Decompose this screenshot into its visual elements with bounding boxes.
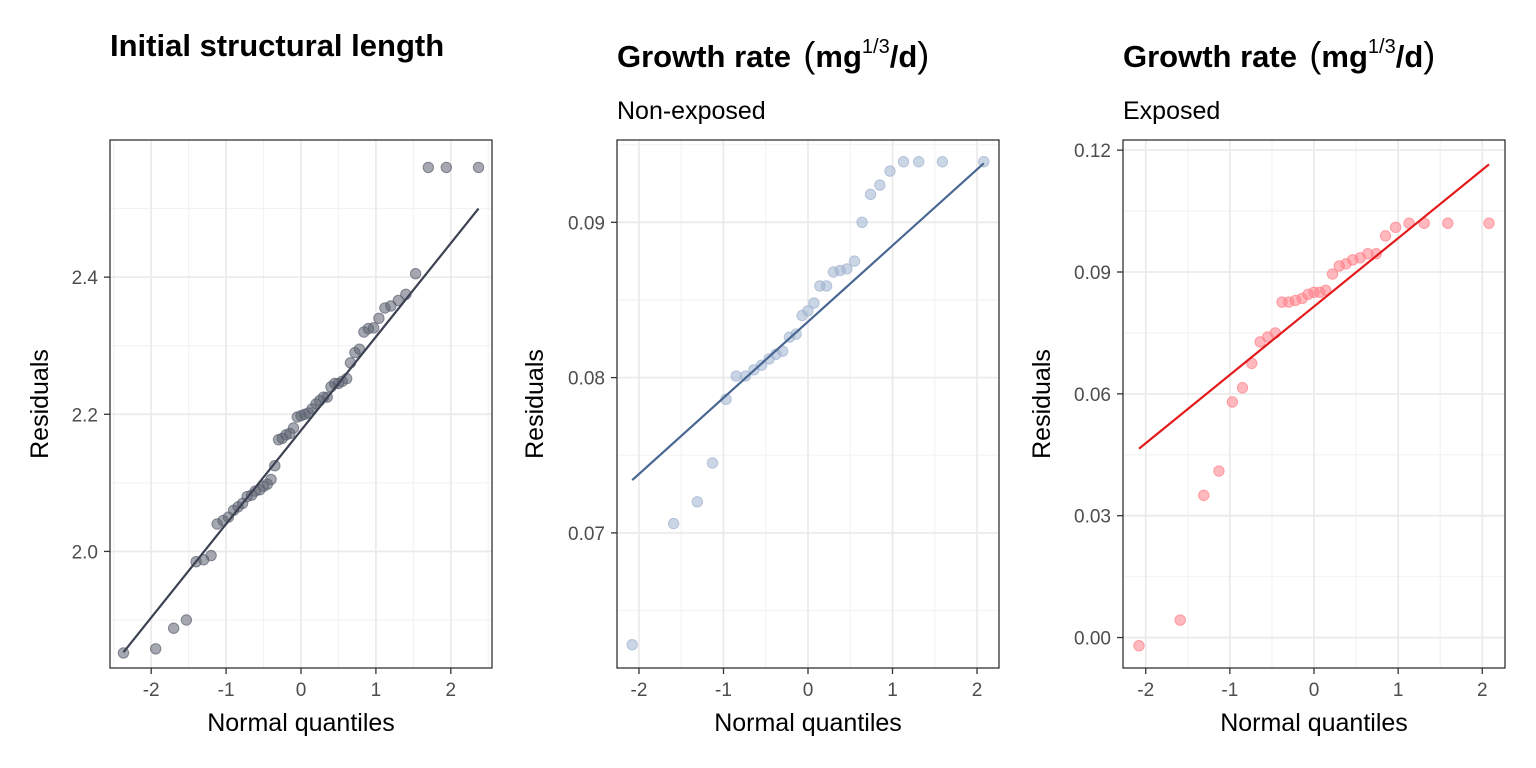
data-point [790,328,802,340]
panel-border [616,139,1000,669]
panel-initial-structural-length: -2 -1 0 1 2 2.0 2.2 2.4 Normal quantiles Residual… [26,139,493,737]
y-tick-label: 2.0 [72,542,98,563]
y-tick-label: 0.09 [568,213,605,234]
data-point [874,179,886,191]
y-axis-label: Residuals [26,349,54,459]
data-point [913,156,925,168]
x-tick-label: -1 [715,680,732,701]
data-point [1198,489,1210,502]
data-point [848,255,861,267]
qq-reference-line [1138,163,1490,450]
x-tick-label: 1 [1393,680,1404,701]
data-point [802,305,814,317]
x-axis-label: Normal quantiles [1220,709,1408,737]
data-point [626,639,638,651]
data-point [1442,217,1454,229]
data-point [287,422,300,434]
data-point [1133,639,1145,652]
data-point [1379,230,1392,242]
data-point [392,294,405,307]
data-point [808,297,820,309]
data-point [1389,221,1402,234]
data-point [149,643,162,655]
data-point [667,517,680,530]
x-tick-label: 2 [1477,680,1488,701]
x-axis-label: Normal quantiles [714,709,902,737]
data-point [409,268,422,280]
data-point [1236,382,1249,394]
data-point [856,216,868,229]
panel-3-subtitle: Exposed [1123,97,1220,125]
y-axis-label: Residuals [1028,349,1056,459]
y-tick-label: 0.08 [568,369,605,390]
y-tick-label: 0.07 [568,524,605,545]
data-point [691,496,703,508]
x-tick-label: -2 [1137,680,1154,701]
data-point [820,280,833,292]
panel-border [1122,139,1506,669]
data-point [1174,614,1186,626]
panel-growth-rate-non-exposed: -2 -1 0 1 2 0.07 0.08 0.09 Normal quantiles Resid… [521,139,1000,737]
data-point [841,263,853,275]
data-point [1213,465,1225,477]
panel-2-subtitle: Non-exposed [617,97,766,125]
data-point [422,161,435,174]
panel-growth-rate-exposed: -2 -1 0 1 2 0.00 0.03 0.06 0.09 0.12 Normal quanti… [1028,139,1506,737]
x-tick-label: 0 [1309,680,1320,701]
y-tick-label: 0.03 [1074,507,1111,528]
y-tick-label: 0.09 [1074,263,1111,284]
panel-border [109,139,493,669]
panel-3-title: Growth rate (mg1/3/d) [1123,34,1435,75]
x-tick-label: -1 [1221,680,1238,701]
data-point [1320,284,1332,296]
data-point [472,161,485,174]
data-point [884,165,896,177]
x-axis-label: Normal quantiles [207,709,395,737]
x-tick-label: 2 [446,680,457,701]
data-point [367,322,380,334]
x-tick-label: -1 [218,680,235,701]
y-axis-label: Residuals [521,349,549,459]
data-point [897,156,910,168]
qq-reference-line [631,162,985,481]
data-point [864,188,877,201]
data-point [1326,268,1339,280]
data-point [205,549,217,562]
data-point [706,457,719,469]
data-point [1370,248,1382,260]
data-point [265,473,277,486]
data-point [373,312,385,324]
qq-reference-line [122,207,480,653]
x-tick-label: 2 [972,680,983,701]
data-point [167,622,180,634]
data-point [1226,396,1239,408]
data-point [180,614,193,626]
data-point [739,370,752,382]
x-tick-label: -2 [143,680,160,701]
y-tick-label: 0.00 [1074,629,1111,650]
panel-2-title: Growth rate (mg1/3/d) [617,34,929,75]
y-tick-label: 2.4 [72,268,99,289]
x-tick-label: 0 [803,680,814,701]
data-point [1483,217,1495,229]
y-tick-label: 2.2 [72,405,98,426]
x-tick-label: 1 [371,680,382,701]
panel-1-title: Initial structural length [110,28,444,63]
data-point [936,156,949,168]
x-tick-label: -2 [631,680,648,701]
x-tick-label: 0 [296,680,307,701]
data-point [269,460,281,472]
y-tick-label: 0.12 [1074,141,1111,162]
x-tick-label: 1 [887,680,898,701]
data-point [440,161,453,174]
y-tick-label: 0.06 [1074,385,1111,406]
